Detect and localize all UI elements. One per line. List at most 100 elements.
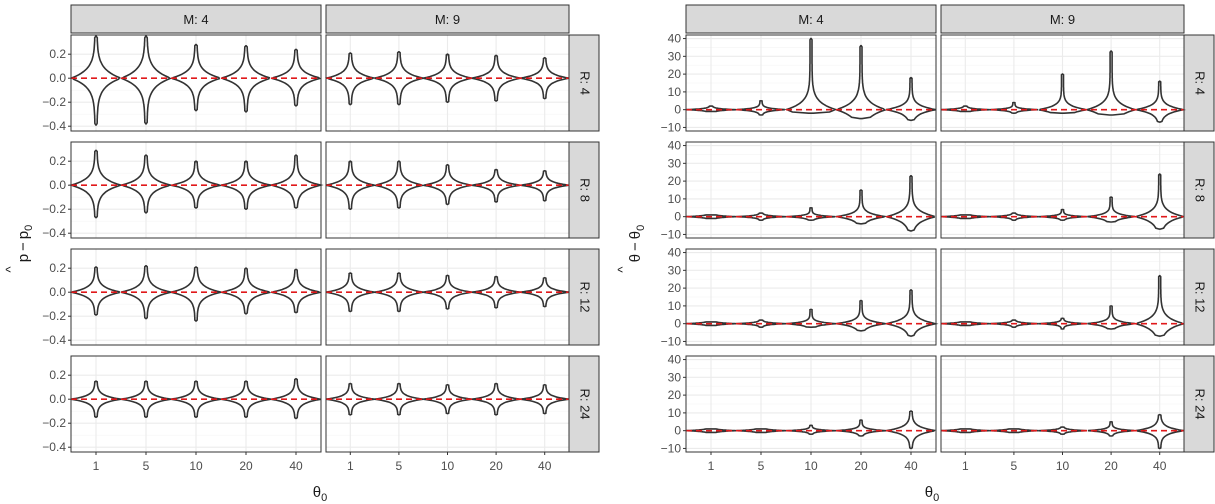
facet-strip-col (70, 4, 322, 34)
x-tick-label: 1 (93, 459, 100, 473)
violin (520, 277, 570, 308)
y-tick-label: 10 (668, 85, 682, 99)
y-tick-label: −0.2 (42, 95, 66, 109)
y-tick-label: 10 (668, 192, 682, 206)
panel-border (685, 248, 937, 346)
y-tick-label: 0.0 (49, 71, 66, 85)
facet-row-label: R: 8 (578, 178, 593, 202)
y-axis-title-main: θ (627, 231, 644, 239)
y-tick-label: 0 (674, 210, 681, 224)
y-tick-label: 30 (668, 370, 682, 384)
facet-strip-row (568, 141, 600, 239)
violin (1087, 196, 1136, 223)
facet-col-label: M: 4 (183, 12, 208, 27)
x-tick-label: 40 (904, 459, 918, 473)
violin (1133, 80, 1186, 123)
y-tick-label: 0.2 (49, 261, 66, 275)
x-tick-label: 40 (289, 459, 303, 473)
x-tick-label: 10 (189, 459, 203, 473)
y-tick-label: 30 (668, 156, 682, 170)
y-axis-title-subscript: 0 (635, 225, 647, 231)
facet-row-label: R: 12 (1193, 281, 1208, 312)
violin (785, 308, 837, 328)
x-axis-title-subscript: 0 (321, 492, 327, 504)
panel: 0.2 0.0 −0.2 −0.4 (42, 248, 322, 347)
facet-strip-row (568, 248, 600, 346)
x-tick-label: 1 (962, 459, 969, 473)
x-tick-label: 5 (758, 459, 765, 473)
facet-col-label: M: 9 (1050, 12, 1075, 27)
violin (268, 154, 324, 209)
y-tick-label: 0.2 (49, 47, 66, 61)
y-axis-title-subscript: 0 (23, 225, 35, 231)
x-axis-title-base: θ (313, 484, 321, 501)
x-tick-label: 20 (854, 459, 868, 473)
y-tick-label: 20 (668, 281, 682, 295)
y-axis-title-operator: − (15, 242, 32, 251)
y-tick-label: −10 (661, 120, 682, 134)
panel (324, 34, 570, 132)
facet-strip-row (1183, 34, 1215, 132)
y-tick-label: −0.4 (42, 119, 66, 133)
x-tick-label: 20 (1104, 459, 1118, 473)
y-tick-label: 0.0 (49, 392, 66, 406)
y-axis-title-main: p (15, 254, 32, 262)
panel: 40 30 20 10 0 −10 (661, 139, 937, 241)
facet-col-label: M: 9 (435, 12, 460, 27)
y-tick-label: 30 (668, 263, 682, 277)
violin (883, 289, 939, 337)
violin (170, 266, 222, 322)
y-tick-label: 40 (668, 246, 682, 260)
y-tick-label: −0.2 (42, 202, 66, 216)
panel: 40 30 20 10 0 −10 1 5 10 20 40 (661, 353, 937, 473)
violin (1135, 413, 1184, 450)
panel: 0.2 0.0 −0.2 −0.4 (42, 34, 322, 133)
facet-col-label: M: 4 (798, 12, 823, 27)
panel-border (325, 248, 570, 346)
facet-strip-col (685, 4, 937, 34)
chart-2: M: 4 M: 9R: 4R: 8R: 12R: 24403020100−1040… (615, 4, 1215, 504)
y-tick-label: 0 (674, 103, 681, 117)
panel-border (70, 34, 322, 132)
y-tick-label: 0.2 (49, 368, 66, 382)
panel-border (325, 34, 570, 132)
panel (325, 248, 570, 346)
y-tick-label: −0.4 (42, 226, 66, 240)
facet-strip-col (325, 4, 570, 34)
violin (784, 37, 838, 114)
panel (325, 141, 570, 239)
facet-row-label: R: 8 (1193, 178, 1208, 202)
x-tick-label: 20 (239, 459, 253, 473)
chart-1: M: 4 M: 9R: 4R: 8R: 12R: 240.20.0−0.2−0.4… (3, 4, 600, 504)
panel (940, 34, 1186, 132)
violin (834, 189, 888, 225)
panel-border (70, 248, 322, 346)
violin (1135, 274, 1185, 337)
panel-border (940, 141, 1185, 239)
x-axis-title-subscript: 0 (933, 492, 939, 504)
y-tick-label: −0.2 (42, 309, 66, 323)
panel-border (685, 34, 937, 132)
panel: 40 30 20 10 0 −10 (661, 246, 939, 348)
facet-row-label: R: 4 (1193, 71, 1208, 95)
panel-border (325, 141, 570, 239)
y-axis-title: θ−θ0^ (615, 225, 647, 273)
y-tick-label: 30 (668, 49, 682, 63)
y-tick-label: 20 (668, 388, 682, 402)
y-axis-title-hat: ^ (3, 266, 18, 273)
y-axis-title-main: p (15, 231, 32, 239)
x-tick-label: 5 (396, 459, 403, 473)
violin (886, 410, 936, 450)
violin (521, 170, 569, 202)
facet-row-label: R: 12 (578, 281, 593, 312)
violin (835, 44, 887, 120)
x-tick-label: 40 (1153, 459, 1167, 473)
y-tick-label: 20 (668, 67, 682, 81)
x-tick-label: 5 (143, 459, 150, 473)
panel: 1 5 10 20 40 (940, 355, 1185, 473)
violin (71, 35, 121, 126)
panel: 0.2 0.0 −0.2 −0.4 1 5 10 20 40 (42, 355, 322, 473)
y-axis-title-hat: ^ (615, 266, 630, 273)
facet-row-label: R: 24 (578, 388, 593, 419)
violin (270, 268, 322, 314)
